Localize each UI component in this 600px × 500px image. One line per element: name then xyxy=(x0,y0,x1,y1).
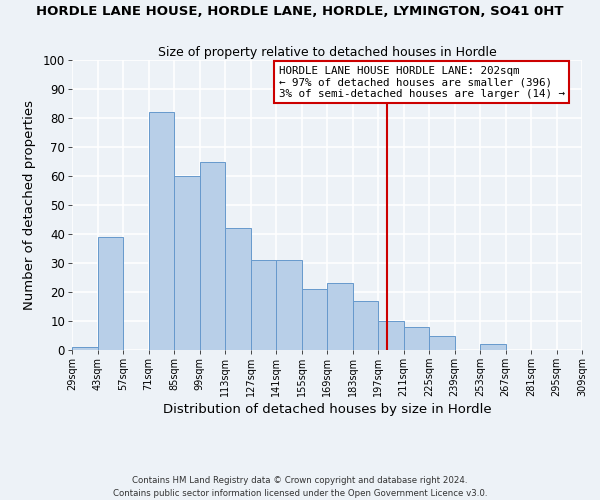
Bar xyxy=(404,327,429,350)
Text: HORDLE LANE HOUSE HORDLE LANE: 202sqm
← 97% of detached houses are smaller (396): HORDLE LANE HOUSE HORDLE LANE: 202sqm ← … xyxy=(278,66,565,99)
Bar xyxy=(353,300,378,350)
Bar xyxy=(378,321,404,350)
Bar xyxy=(199,162,225,350)
Y-axis label: Number of detached properties: Number of detached properties xyxy=(23,100,36,310)
Text: HORDLE LANE HOUSE, HORDLE LANE, HORDLE, LYMINGTON, SO41 0HT: HORDLE LANE HOUSE, HORDLE LANE, HORDLE, … xyxy=(36,5,564,18)
Bar xyxy=(302,289,327,350)
Bar xyxy=(251,260,276,350)
Title: Size of property relative to detached houses in Hordle: Size of property relative to detached ho… xyxy=(158,46,496,59)
Text: Contains HM Land Registry data © Crown copyright and database right 2024.
Contai: Contains HM Land Registry data © Crown c… xyxy=(113,476,487,498)
Bar xyxy=(97,237,123,350)
Bar xyxy=(72,347,97,350)
Bar xyxy=(429,336,455,350)
Bar xyxy=(327,284,353,350)
Bar xyxy=(149,112,174,350)
X-axis label: Distribution of detached houses by size in Hordle: Distribution of detached houses by size … xyxy=(163,404,491,416)
Bar xyxy=(225,228,251,350)
Bar xyxy=(276,260,302,350)
Bar xyxy=(480,344,505,350)
Bar xyxy=(174,176,199,350)
